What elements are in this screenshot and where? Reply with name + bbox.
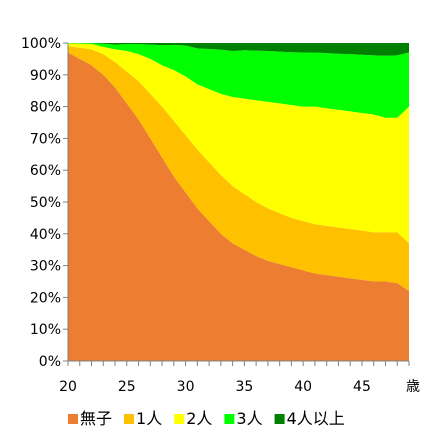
x-tick-label: 45 — [353, 379, 371, 395]
y-tick-label: 0% — [39, 354, 61, 370]
area-series-2 — [68, 46, 409, 292]
y-tick-label: 40% — [30, 227, 61, 243]
axes — [63, 42, 410, 366]
x-tick-label: 20 — [59, 379, 77, 395]
y-tick-label: 100% — [21, 36, 61, 52]
area-series-3 — [68, 43, 409, 244]
x-tick-label: 30 — [177, 379, 195, 395]
x-axis-unit-label: 歳 — [406, 379, 420, 395]
area-series-1 — [68, 52, 409, 361]
legend-swatch — [68, 414, 78, 424]
y-tick-labels: 0% 10% 20% 30% 40% 50% 60% 70% 80% 90% 100% — [21, 36, 61, 370]
legend-label: 無子 — [80, 409, 112, 428]
y-tick-label: 10% — [30, 322, 61, 338]
y-tick-label: 60% — [30, 163, 61, 179]
legend-swatch — [124, 414, 135, 424]
legend-label: 1人 — [136, 409, 162, 428]
y-tick-label: 70% — [30, 131, 61, 147]
legend-label: 3人 — [236, 409, 262, 428]
legend-swatch — [174, 414, 185, 424]
legend-label: 4人以上 — [287, 409, 345, 428]
area-layers — [68, 43, 409, 361]
x-tick-label: 25 — [118, 379, 136, 395]
y-tick-label: 90% — [30, 68, 61, 84]
y-tick-label: 50% — [30, 195, 61, 211]
x-tick-labels: 20 25 30 35 40 45 — [59, 379, 371, 395]
y-tick-label: 20% — [30, 290, 61, 306]
area-series-4 — [68, 43, 409, 118]
x-tick-label: 40 — [294, 379, 312, 395]
legend-label: 2人 — [186, 409, 212, 428]
area-series-5 — [68, 43, 409, 56]
x-tick-label: 35 — [235, 379, 253, 395]
legend-swatch — [224, 414, 235, 424]
y-tick-label: 80% — [30, 100, 61, 116]
legend: 無子 1人 2人 3人 4人以上 — [68, 409, 345, 428]
legend-swatch — [274, 414, 285, 424]
y-tick-label: 30% — [30, 259, 61, 275]
